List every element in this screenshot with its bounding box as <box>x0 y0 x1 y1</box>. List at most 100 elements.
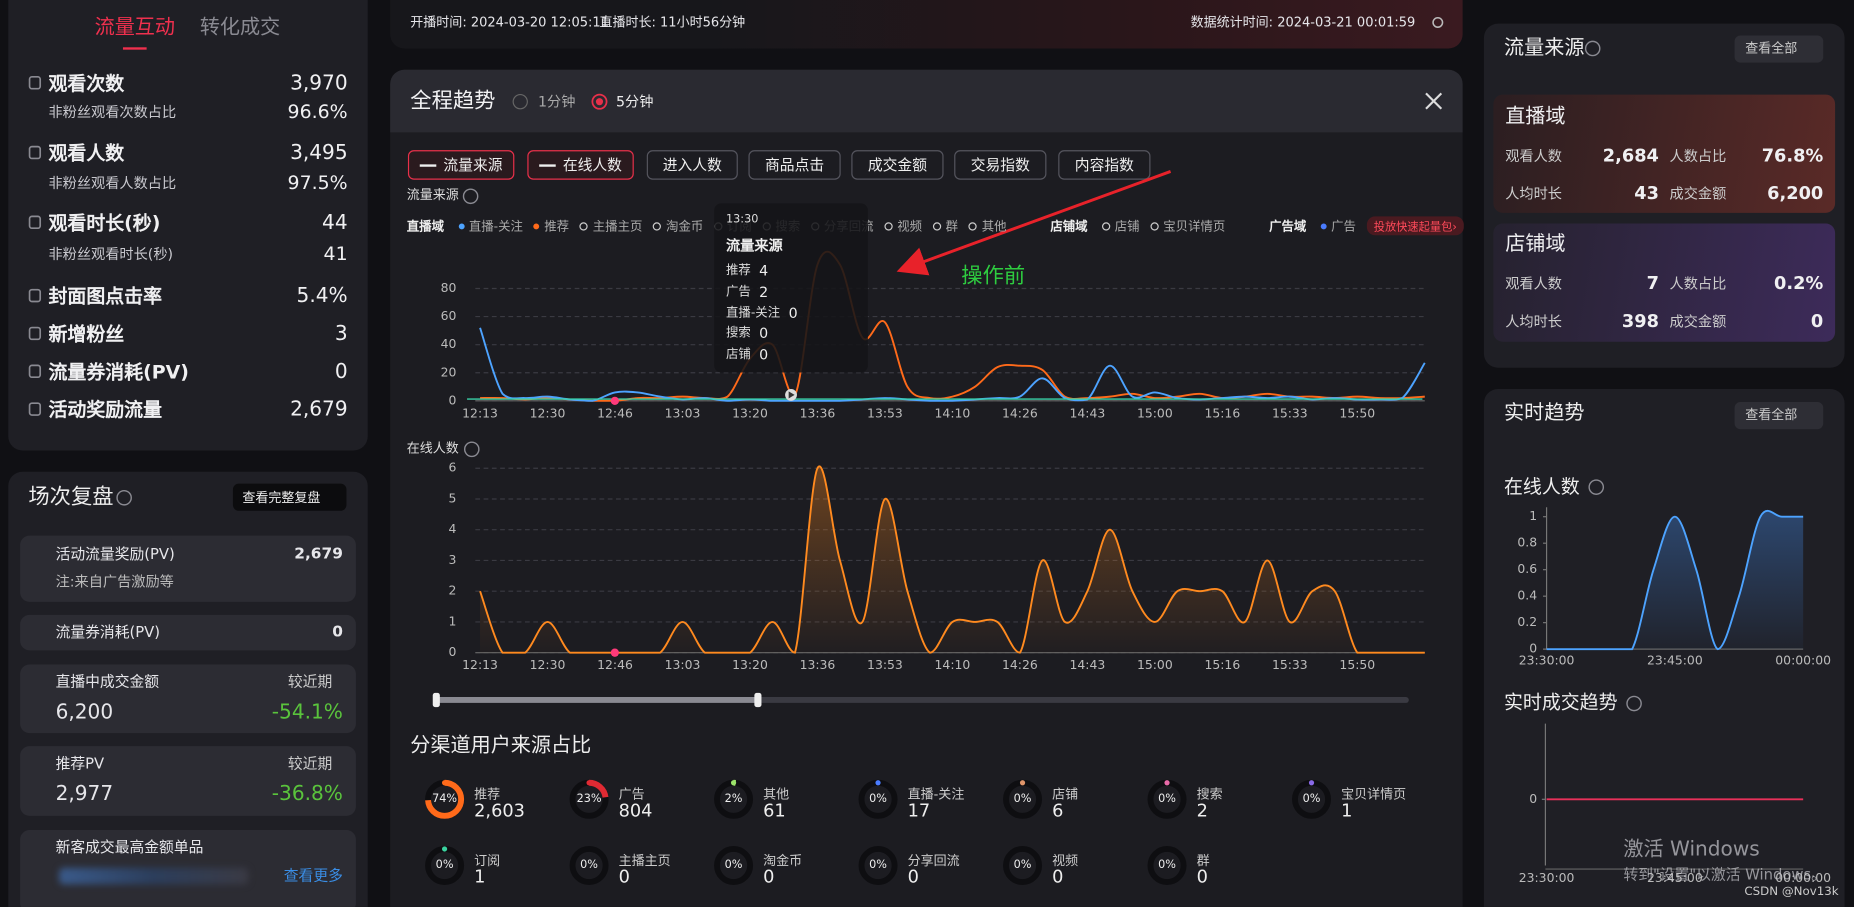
x-tick-label: 23:45:00 <box>1647 870 1703 885</box>
ring-label: 0% <box>435 858 454 872</box>
card-button-text[interactable]: 查看全部 <box>1745 40 1798 57</box>
trend-tab[interactable] <box>851 150 944 180</box>
trend-tab-text[interactable]: 内容指数 <box>1074 155 1134 174</box>
metric-label: 观看人数 <box>48 141 125 165</box>
metric-label: 观看时长(秒) <box>48 211 161 235</box>
channel-name: 宝贝详情页 <box>1341 786 1407 803</box>
legend-item[interactable]: 直播-关注 <box>468 219 523 234</box>
trend-panel <box>390 69 1463 907</box>
review-item <box>20 614 356 651</box>
legend-item[interactable]: 群 <box>945 219 959 234</box>
y-tick-label: 0 <box>449 644 457 659</box>
review-button-text[interactable]: 查看完整复盘 <box>242 490 321 506</box>
metric-sub-label: 非粉丝观看次数占比 <box>48 104 177 121</box>
slider-handle <box>754 692 762 708</box>
card-button-text[interactable]: 查看全部 <box>1745 407 1798 423</box>
x-tick-label: 12:30 <box>530 657 566 672</box>
metric-icon <box>28 76 42 90</box>
x-tick-label: 14:43 <box>1070 405 1106 420</box>
y-tick-label: 6 <box>449 460 457 475</box>
item-link[interactable]: 查看更多 <box>283 866 343 885</box>
section-title: 分渠道用户来源占比 <box>410 733 592 758</box>
legend-item[interactable]: 淘金币 <box>666 219 704 234</box>
channel-count: 6 <box>1052 799 1064 822</box>
ring-label: 0% <box>1013 792 1032 806</box>
channel-name: 视频 <box>1052 853 1079 869</box>
legend-item[interactable]: 其他 <box>981 219 1007 234</box>
tab-active[interactable]: 流量互动 <box>94 15 175 40</box>
area <box>480 466 1425 653</box>
interval-option[interactable]: 1分钟 <box>537 93 576 110</box>
hover-marker <box>610 648 619 657</box>
ad-tag[interactable]: 投放快速起量包› <box>1366 216 1464 236</box>
review-item <box>20 664 356 734</box>
metric-icon <box>28 145 42 160</box>
line <box>479 465 1425 654</box>
y-tick-label: 1 <box>449 613 457 628</box>
y-tick-label: 2 <box>449 583 457 598</box>
domain-stat-label: 观看人数 <box>1505 147 1562 165</box>
trend-tab-text[interactable]: 成交金额 <box>867 155 928 174</box>
trend-tab[interactable] <box>407 150 515 180</box>
tooltip-time: 13:30 <box>725 213 759 227</box>
metric-label: 活动奖励流量 <box>48 398 163 421</box>
y-tick-label: 0 <box>1529 641 1537 656</box>
radio-dot <box>595 98 604 106</box>
trend-tab-text[interactable]: 进入人数 <box>662 155 722 174</box>
y-tick-label: 0.6 <box>1517 561 1537 576</box>
trend-tab[interactable] <box>1058 150 1151 180</box>
x-tick-label: 13:20 <box>732 405 768 420</box>
ring-label: 0% <box>869 858 887 872</box>
metric-value: 3,495 <box>290 141 348 165</box>
panel-title: 全程趋势 <box>410 88 496 114</box>
review-button[interactable] <box>232 483 347 511</box>
tooltip-name: 店铺 <box>725 347 751 362</box>
tooltip-value: 0 <box>759 346 769 363</box>
ring-label: 0% <box>580 858 598 872</box>
trend-tab[interactable] <box>748 150 841 180</box>
legend-item[interactable]: 宝贝详情页 <box>1163 219 1226 234</box>
ring-dot <box>586 780 592 786</box>
trend-tab-text[interactable]: 商品点击 <box>765 155 825 174</box>
watermark: 转到"设置"以激活 Windows。 <box>1623 865 1826 883</box>
metric-sub-label: 非粉丝观看人数占比 <box>48 174 177 192</box>
x-tick-label: 13:20 <box>732 657 768 672</box>
ring-dot <box>441 846 448 852</box>
metric-value: 3,970 <box>290 71 348 96</box>
trend-tab-text[interactable]: 交易指数 <box>970 155 1030 174</box>
tab[interactable]: 转化成交 <box>199 15 281 40</box>
legend-dot <box>932 221 941 230</box>
ring-dot <box>441 780 448 786</box>
tooltip-title: 流量来源 <box>725 237 783 255</box>
sources-button[interactable] <box>1734 35 1824 63</box>
legend-dot <box>653 221 662 230</box>
y-tick-label: 40 <box>441 336 457 351</box>
legend-item[interactable]: 视频 <box>897 219 923 234</box>
x-tick-label: 13:53 <box>867 657 903 672</box>
tooltip-value: 2 <box>759 283 769 301</box>
domain-title: 店铺域 <box>1505 232 1566 256</box>
legend-item[interactable]: 主播主页 <box>592 219 643 234</box>
trend-tab[interactable] <box>954 150 1047 180</box>
blurred-product <box>59 867 249 885</box>
channel-count: 804 <box>618 799 653 822</box>
item-label: 推荐PV <box>55 754 105 772</box>
domain-stat-value: 398 <box>1621 310 1659 332</box>
metric-icon <box>28 215 42 230</box>
legend-item[interactable]: 推荐 <box>544 219 570 234</box>
trend-tab[interactable] <box>646 150 738 180</box>
legend-item[interactable]: 店铺 <box>1114 219 1140 234</box>
tab-underline <box>122 47 147 50</box>
x-tick-label: 13:36 <box>800 405 836 420</box>
realtime-button[interactable] <box>1734 402 1824 430</box>
item-value: 0 <box>332 623 343 642</box>
y-tick-label: 0.2 <box>1517 614 1537 629</box>
trend-tab-text[interactable]: 流量来源 <box>443 155 503 174</box>
chart-title: 流量来源 <box>406 187 459 203</box>
legend-item[interactable]: 广告 <box>1331 219 1356 234</box>
trend-tab-text[interactable]: 在线人数 <box>562 155 622 174</box>
item-value: 2,977 <box>55 782 114 806</box>
y-tick-label: 60 <box>441 308 457 323</box>
channel-name: 推荐 <box>474 786 501 803</box>
interval-option[interactable]: 5分钟 <box>616 93 654 110</box>
